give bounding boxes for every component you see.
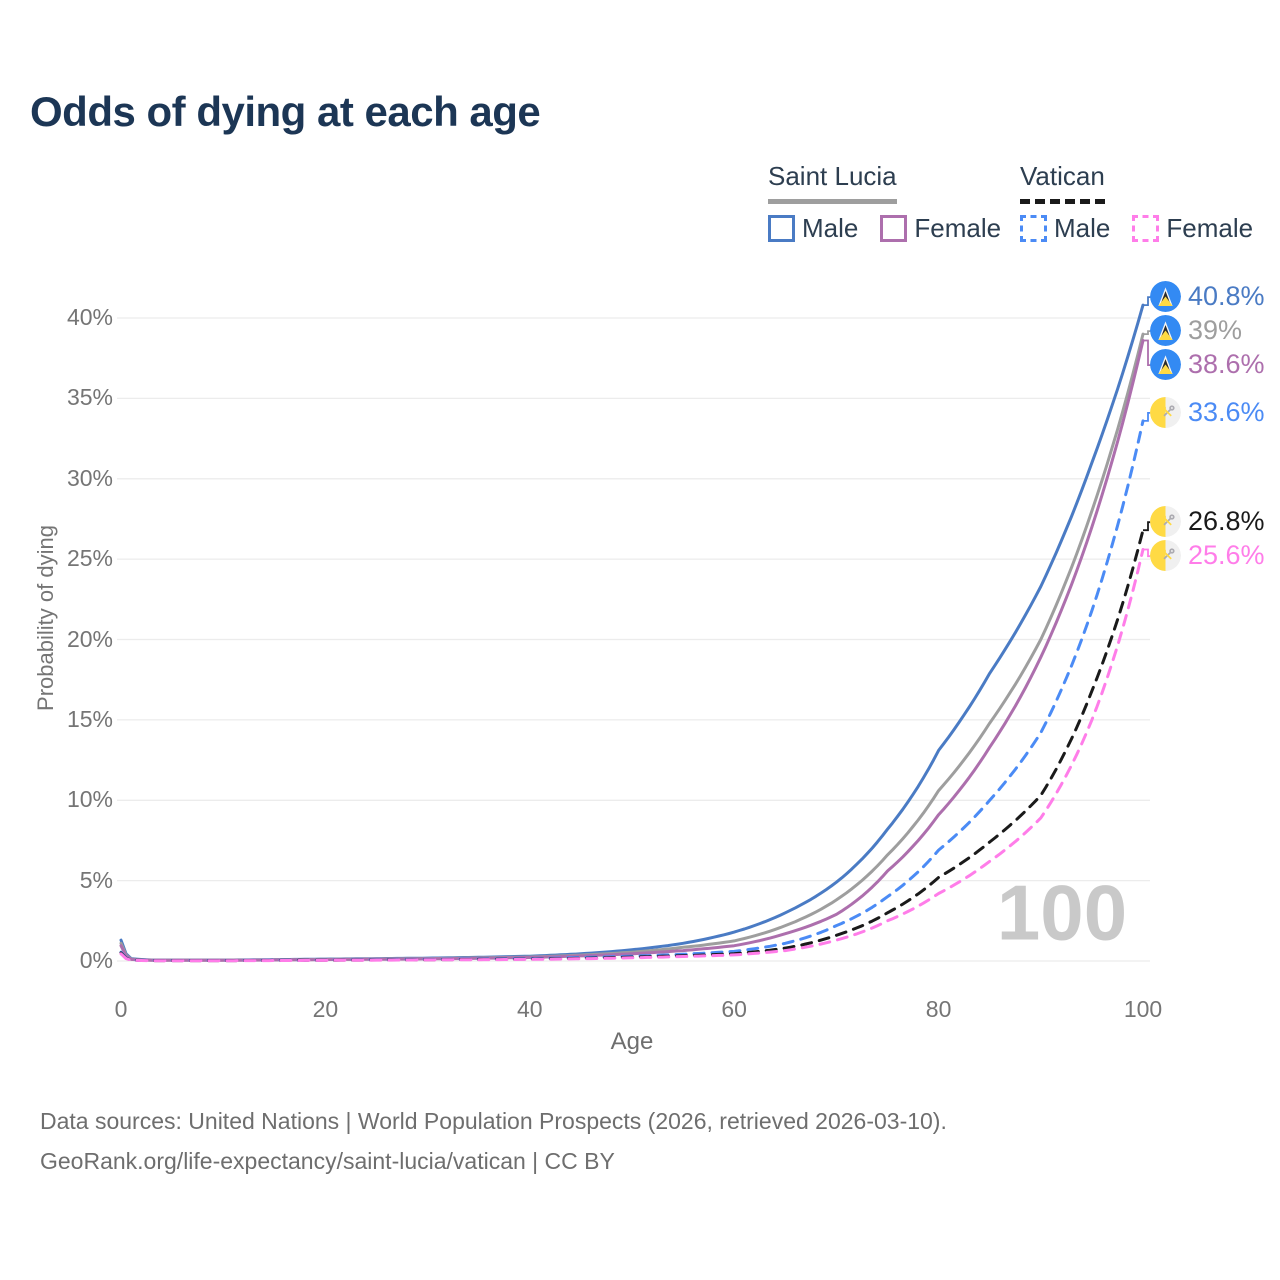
x-axis-tick-label: 80 bbox=[925, 996, 952, 1022]
legend-swatch-vatican-male[interactable] bbox=[1020, 215, 1047, 242]
end-label-connector bbox=[1143, 412, 1151, 422]
end-label-value: 39% bbox=[1188, 315, 1243, 346]
legend-item-label: Female bbox=[914, 213, 1002, 243]
x-axis-tick-label: 0 bbox=[114, 996, 128, 1022]
legend-item-label: Male bbox=[1054, 213, 1111, 243]
legend-group-saint-lucia: Saint Lucia Male Female bbox=[768, 161, 1001, 244]
x-axis-tick-label: 40 bbox=[517, 996, 543, 1022]
x-axis-title: Age bbox=[610, 1028, 654, 1055]
end-label-vatican-male: 33.6% bbox=[1150, 396, 1265, 428]
x-axis-tick-label: 100 bbox=[1123, 996, 1163, 1022]
y-axis-tick-label: 0% bbox=[79, 947, 113, 973]
legend-group-vatican: Vatican Male Female bbox=[1020, 161, 1253, 244]
end-label-connector bbox=[1143, 548, 1151, 558]
end-label-connector bbox=[1143, 296, 1151, 306]
curve-saint-lucia-female bbox=[119, 339, 1145, 962]
end-label-value: 26.8% bbox=[1188, 506, 1265, 537]
legend-country-saint-lucia: Saint Lucia bbox=[768, 161, 897, 204]
legend-item-vatican-male[interactable]: Male bbox=[1020, 213, 1110, 244]
vatican-flag-icon bbox=[1150, 396, 1181, 428]
end-label-value: 25.6% bbox=[1188, 540, 1265, 571]
page-title: Odds of dying at each age bbox=[30, 88, 541, 135]
end-label-value: 40.8% bbox=[1188, 281, 1265, 312]
saint-lucia-flag-icon bbox=[1150, 281, 1181, 313]
end-label-connector bbox=[1143, 521, 1151, 532]
legend-swatch-saint-lucia-female[interactable] bbox=[880, 215, 908, 242]
curve-saint-lucia-all bbox=[119, 332, 1145, 962]
legend-item-label: Male bbox=[802, 213, 859, 243]
curve-vatican-male bbox=[119, 419, 1145, 962]
end-label-connector bbox=[1143, 330, 1151, 335]
curve-vatican-female bbox=[119, 548, 1145, 963]
legend-swatch-saint-lucia-male[interactable] bbox=[768, 215, 795, 242]
y-axis-tick-label: 40% bbox=[66, 304, 113, 330]
end-label-saint-lucia-all: 39% bbox=[1150, 315, 1243, 347]
end-label-saint-lucia-male: 40.8% bbox=[1150, 281, 1265, 313]
end-label-value: 33.6% bbox=[1188, 396, 1265, 427]
legend-country-vatican: Vatican bbox=[1020, 161, 1105, 204]
saint-lucia-flag-icon bbox=[1150, 315, 1181, 347]
legend-item-label: Female bbox=[1166, 213, 1254, 243]
vatican-flag-icon bbox=[1150, 540, 1181, 572]
y-axis-tick-label: 25% bbox=[66, 545, 113, 572]
end-label-connector bbox=[1143, 339, 1151, 366]
legend-item-saint-lucia-male[interactable]: Male bbox=[768, 213, 858, 244]
y-axis-tick-label: 5% bbox=[79, 866, 113, 893]
footer-data-sources: Data sources: United Nations | World Pop… bbox=[40, 1108, 947, 1134]
age-watermark: 100 bbox=[996, 868, 1128, 957]
y-axis-tick-label: 20% bbox=[66, 625, 113, 652]
x-axis-tick-label: 60 bbox=[721, 996, 747, 1022]
end-label-vatican-female: 25.6% bbox=[1150, 540, 1265, 572]
legend-swatch-vatican-female[interactable] bbox=[1132, 215, 1160, 242]
y-axis-tick-label: 10% bbox=[66, 786, 113, 813]
y-axis-title: Probability of dying bbox=[33, 525, 58, 711]
y-axis-tick-label: 35% bbox=[66, 384, 113, 411]
vatican-flag-icon bbox=[1150, 506, 1181, 538]
end-label-vatican-all: 26.8% bbox=[1150, 506, 1265, 538]
legend-item-saint-lucia-female[interactable]: Female bbox=[880, 213, 1001, 244]
saint-lucia-flag-icon bbox=[1150, 349, 1181, 381]
y-axis-tick-label: 15% bbox=[66, 705, 113, 732]
x-axis-tick-label: 20 bbox=[312, 996, 339, 1022]
legend-item-vatican-female[interactable]: Female bbox=[1132, 213, 1253, 244]
end-label-saint-lucia-female: 38.6% bbox=[1150, 349, 1265, 381]
y-axis-tick-label: 30% bbox=[66, 464, 113, 491]
footer-attribution: GeoRank.org/life-expectancy/saint-lucia/… bbox=[40, 1148, 615, 1174]
end-label-value: 38.6% bbox=[1188, 349, 1265, 380]
